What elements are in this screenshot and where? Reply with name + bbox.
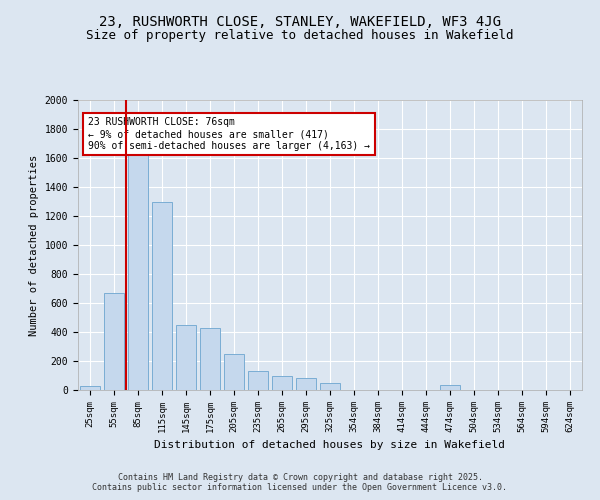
Bar bbox=[152, 202, 172, 390]
Bar bbox=[104, 293, 124, 390]
Y-axis label: Number of detached properties: Number of detached properties bbox=[29, 154, 39, 336]
Bar bbox=[80, 386, 100, 390]
Bar bbox=[200, 328, 220, 390]
Bar bbox=[272, 376, 292, 390]
Bar bbox=[440, 385, 460, 390]
X-axis label: Distribution of detached houses by size in Wakefield: Distribution of detached houses by size … bbox=[155, 440, 505, 450]
Text: 23, RUSHWORTH CLOSE, STANLEY, WAKEFIELD, WF3 4JG: 23, RUSHWORTH CLOSE, STANLEY, WAKEFIELD,… bbox=[99, 16, 501, 30]
Bar bbox=[128, 140, 148, 390]
Bar bbox=[176, 325, 196, 390]
Bar bbox=[296, 378, 316, 390]
Bar bbox=[320, 383, 340, 390]
Text: Size of property relative to detached houses in Wakefield: Size of property relative to detached ho… bbox=[86, 28, 514, 42]
Text: 23 RUSHWORTH CLOSE: 76sqm
← 9% of detached houses are smaller (417)
90% of semi-: 23 RUSHWORTH CLOSE: 76sqm ← 9% of detach… bbox=[88, 118, 370, 150]
Bar bbox=[248, 371, 268, 390]
Bar bbox=[224, 354, 244, 390]
Text: Contains HM Land Registry data © Crown copyright and database right 2025.
Contai: Contains HM Land Registry data © Crown c… bbox=[92, 473, 508, 492]
